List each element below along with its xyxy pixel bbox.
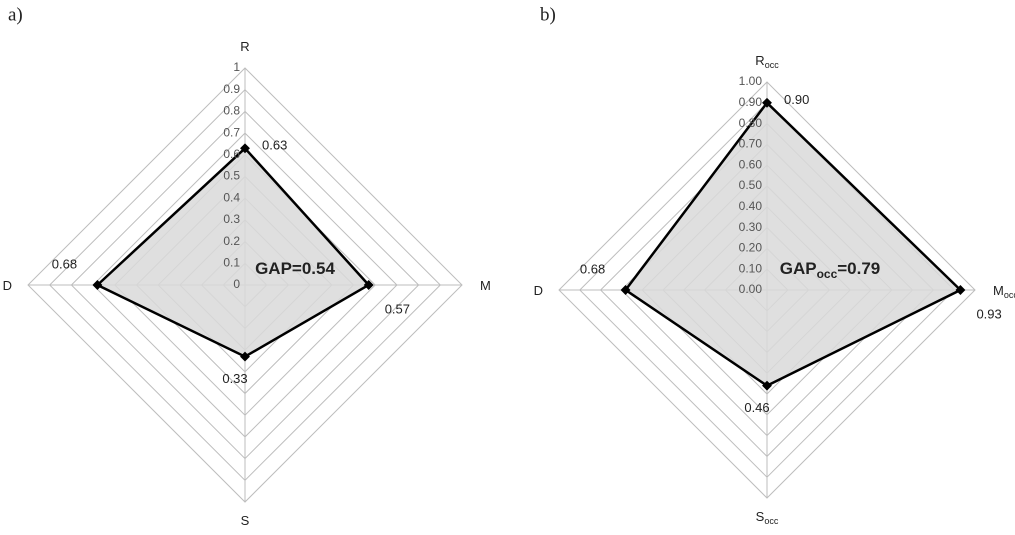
tick-label: 0.60 xyxy=(739,157,763,171)
tick-label: 1.00 xyxy=(739,74,763,88)
tick-label: 0.40 xyxy=(739,199,763,213)
data-point xyxy=(762,97,772,108)
value-label: 0.46 xyxy=(744,400,769,415)
tick-label: 0.7 xyxy=(223,125,240,139)
data-point xyxy=(955,285,966,295)
annotation: GAP=0.54 xyxy=(255,259,335,278)
tick-label: 0.9 xyxy=(223,82,240,96)
axis-label: Mocc xyxy=(993,283,1015,300)
tick-label: 0.20 xyxy=(739,241,763,255)
data-point xyxy=(363,280,374,290)
axis-name: D xyxy=(534,283,543,298)
axis-name: R xyxy=(755,53,764,68)
axis-label: M xyxy=(480,278,491,293)
data-area xyxy=(623,100,963,388)
annotation: GAPocc=0.79 xyxy=(780,259,881,281)
axis-subscript: occ xyxy=(765,60,780,70)
data-point xyxy=(240,351,250,362)
data-point xyxy=(620,285,631,295)
value-label: 0.68 xyxy=(52,256,77,271)
tick-label: 0.80 xyxy=(739,116,763,130)
axis-name: M xyxy=(480,278,491,293)
axis-label: R xyxy=(240,39,249,54)
axis-subscript: occ xyxy=(1004,290,1015,300)
value-label: 0.68 xyxy=(580,261,605,276)
annotation-text: GAP=0.54 xyxy=(255,259,335,278)
data-point xyxy=(762,380,772,391)
annotation-suffix: =0.79 xyxy=(837,259,880,278)
data-point xyxy=(240,143,250,154)
tick-label: 0.4 xyxy=(223,190,240,204)
tick-label: 0.5 xyxy=(223,169,240,183)
axis-name: S xyxy=(756,509,765,524)
panel-label: a) xyxy=(8,4,23,25)
axis-name: R xyxy=(240,39,249,54)
axis-label: S xyxy=(241,513,250,528)
tick-label: 0 xyxy=(233,277,240,291)
tick-label: 0.30 xyxy=(739,220,763,234)
tick-label: 0.90 xyxy=(739,95,763,109)
value-label: 0.93 xyxy=(976,306,1001,321)
annotation-text: GAP xyxy=(780,259,817,278)
tick-label: 1 xyxy=(233,60,240,74)
panel-label: b) xyxy=(540,4,556,25)
tick-label: 0.2 xyxy=(223,234,240,248)
axis-subscript: occ xyxy=(764,516,779,526)
axis-label: Rocc xyxy=(755,53,779,70)
axis-label: Socc xyxy=(756,509,779,526)
axis-name: D xyxy=(3,278,12,293)
tick-label: 0.50 xyxy=(739,178,763,192)
axis-label: D xyxy=(3,278,12,293)
tick-label: 0.70 xyxy=(739,137,763,151)
value-label: 0.90 xyxy=(784,92,809,107)
value-label: 0.33 xyxy=(222,371,247,386)
tick-label: 0.1 xyxy=(223,255,240,269)
tick-label: 0.8 xyxy=(223,104,240,118)
axis-label: D xyxy=(534,283,543,298)
tick-label: 0.3 xyxy=(223,212,240,226)
tick-label: 0.6 xyxy=(223,147,240,161)
annotation-subscript: occ xyxy=(817,267,838,281)
tick-label: 0.00 xyxy=(739,282,763,296)
axis-name: M xyxy=(993,283,1004,298)
axis-name: S xyxy=(241,513,250,528)
value-label: 0.57 xyxy=(385,301,410,316)
tick-label: 0.10 xyxy=(739,261,763,275)
value-label: 0.63 xyxy=(262,138,287,153)
